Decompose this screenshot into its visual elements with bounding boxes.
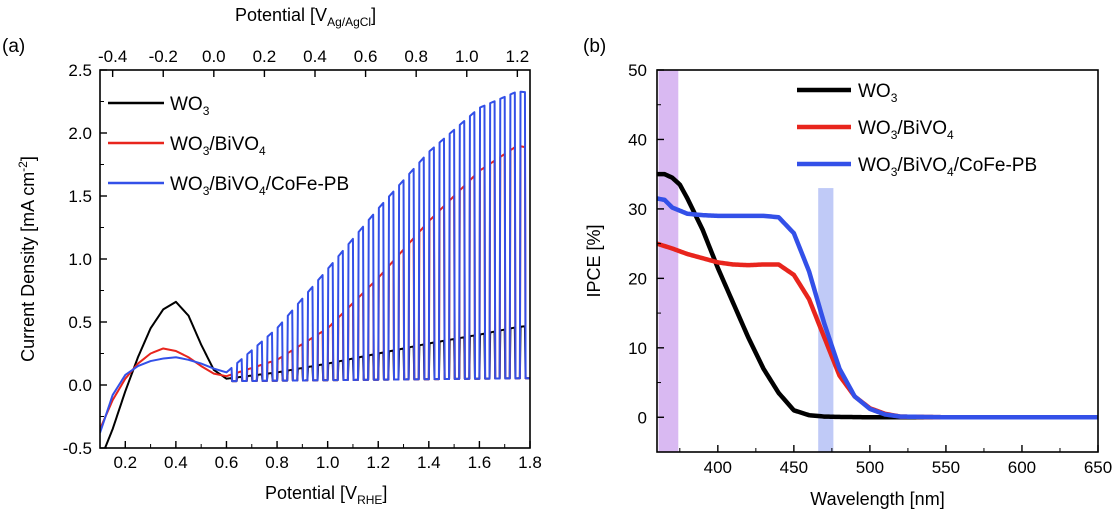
- panel-b-legend-label: WO3/BiVO4: [858, 118, 954, 142]
- panel-a-y-axis-title: Current Density [mA cm-2]: [16, 156, 38, 362]
- panel-a-y-tick-label: 2.0: [68, 124, 92, 143]
- panel-a-top-tick-label: -0.2: [149, 47, 178, 66]
- panel-a-ticks: 0.2 0.4 0.6 0.8 1.0 1.2 1.4 1.6 1.8 -0.4 -0.2 0.0 0.…: [63, 47, 542, 472]
- panel-b-legend-label: WO3: [858, 81, 898, 105]
- panel-b-series-line: [657, 196, 1098, 420]
- panel-a-top-tick-label: 0.0: [202, 47, 226, 66]
- panel-b-label: (b): [583, 36, 606, 57]
- panel-a-top-tick-label: 0.6: [354, 47, 378, 66]
- panel-a-x-tick-label: 0.4: [164, 453, 188, 472]
- panel-a-top-axis-title: Potential [VAg/AgCl]: [235, 5, 376, 29]
- panel-a-y-tick-label: 1.0: [68, 250, 92, 269]
- panel-a-top-tick-label: -0.4: [98, 47, 127, 66]
- panel-b-background: [658, 70, 834, 452]
- panel-b-ticks: 400 450 500 550 600 650 0 10 20 30 40 50: [628, 61, 1112, 477]
- panel-a-y-tick-label: 0.5: [68, 313, 92, 332]
- panel-b-illumination-band: [818, 188, 834, 452]
- panel-a-legend: WO3 WO3/BiVO4 WO3/BiVO4/CoFe-PB: [108, 94, 349, 198]
- panel-a-x-axis-title: Potential [VRHE]: [265, 483, 387, 507]
- panel-a-y-tick-label: 2.5: [68, 61, 92, 80]
- panel-a-x-tick-label: 1.4: [417, 453, 441, 472]
- panel-a-chart: (a) 0.2 0.4 0.6 0.8 1.0 1.2 1.4 1.6 1.8-0.4 -0.2 0…: [2, 5, 542, 507]
- panel-b-y-axis-title: IPCE [%]: [584, 224, 604, 297]
- panel-a-legend-label: WO3/BiVO4/CoFe-PB: [170, 174, 349, 198]
- panel-b-x-tick-label: 500: [856, 458, 884, 477]
- panel-b-legend-label: WO3/BiVO4/CoFe-PB: [858, 155, 1037, 179]
- panel-a-series: [100, 90, 530, 448]
- panel-b-x-tick-label: 550: [932, 458, 960, 477]
- panel-a-x-tick-label: 0.6: [215, 453, 239, 472]
- panel-b-y-tick-label: 20: [628, 269, 647, 288]
- panel-a-y-tick-label: 1.5: [68, 187, 92, 206]
- panel-a-top-tick-label: 1.2: [506, 47, 530, 66]
- panel-b-y-tick-label: 10: [628, 339, 647, 358]
- panel-b-x-tick-label: 450: [780, 458, 808, 477]
- panel-b-legend: WO3 WO3/BiVO4 WO3/BiVO4/CoFe-PB: [797, 81, 1037, 179]
- panel-a-x-tick-label: 1.6: [468, 453, 492, 472]
- panel-a-x-tick-label: 1.2: [366, 453, 390, 472]
- panel-b-series-line: [657, 171, 1098, 420]
- panel-b-y-tick-label: 50: [628, 61, 647, 80]
- panel-a-x-tick-label: 1.8: [518, 453, 542, 472]
- panel-a-top-tick-label: 0.8: [404, 47, 428, 66]
- panel-b-x-tick-label: 650: [1084, 458, 1112, 477]
- panel-b-y-tick-label: 40: [628, 130, 647, 149]
- panel-a-x-tick-label: 0.2: [113, 453, 137, 472]
- panel-b-y-tick-label: 0: [638, 408, 647, 427]
- panel-a-x-tick-label: 1.0: [316, 453, 340, 472]
- panel-a-x-tick-label: 0.8: [265, 453, 289, 472]
- panel-b-x-axis-title: Wavelength [nm]: [810, 489, 944, 509]
- panel-b-x-tick-label: 400: [704, 458, 732, 477]
- panel-b-x-tick-label: 600: [1008, 458, 1036, 477]
- panel-b-series: [657, 171, 1098, 420]
- panel-a-legend-label: WO3: [170, 94, 210, 118]
- panel-a-series-line: [100, 90, 530, 434]
- panel-a-y-tick-label: -0.5: [63, 439, 92, 458]
- panel-a-y-tick-label: 0.0: [68, 376, 92, 395]
- panel-b-chart: (b) 400 450 500 550 600 650 0 10 20 30 40 50 Wavele…: [583, 36, 1112, 509]
- panel-a-label: (a): [2, 36, 25, 57]
- panel-a-top-tick-label: 0.4: [303, 47, 327, 66]
- panel-a-top-tick-label: 0.2: [253, 47, 277, 66]
- panel-a-legend-label: WO3/BiVO4: [170, 134, 266, 158]
- panel-b-y-tick-label: 30: [628, 200, 647, 219]
- panel-b-series-line: [657, 241, 1098, 420]
- panel-a-top-tick-label: 1.0: [455, 47, 479, 66]
- panel-b-illumination-band: [658, 70, 679, 452]
- panel-b-frame: [656, 69, 1099, 453]
